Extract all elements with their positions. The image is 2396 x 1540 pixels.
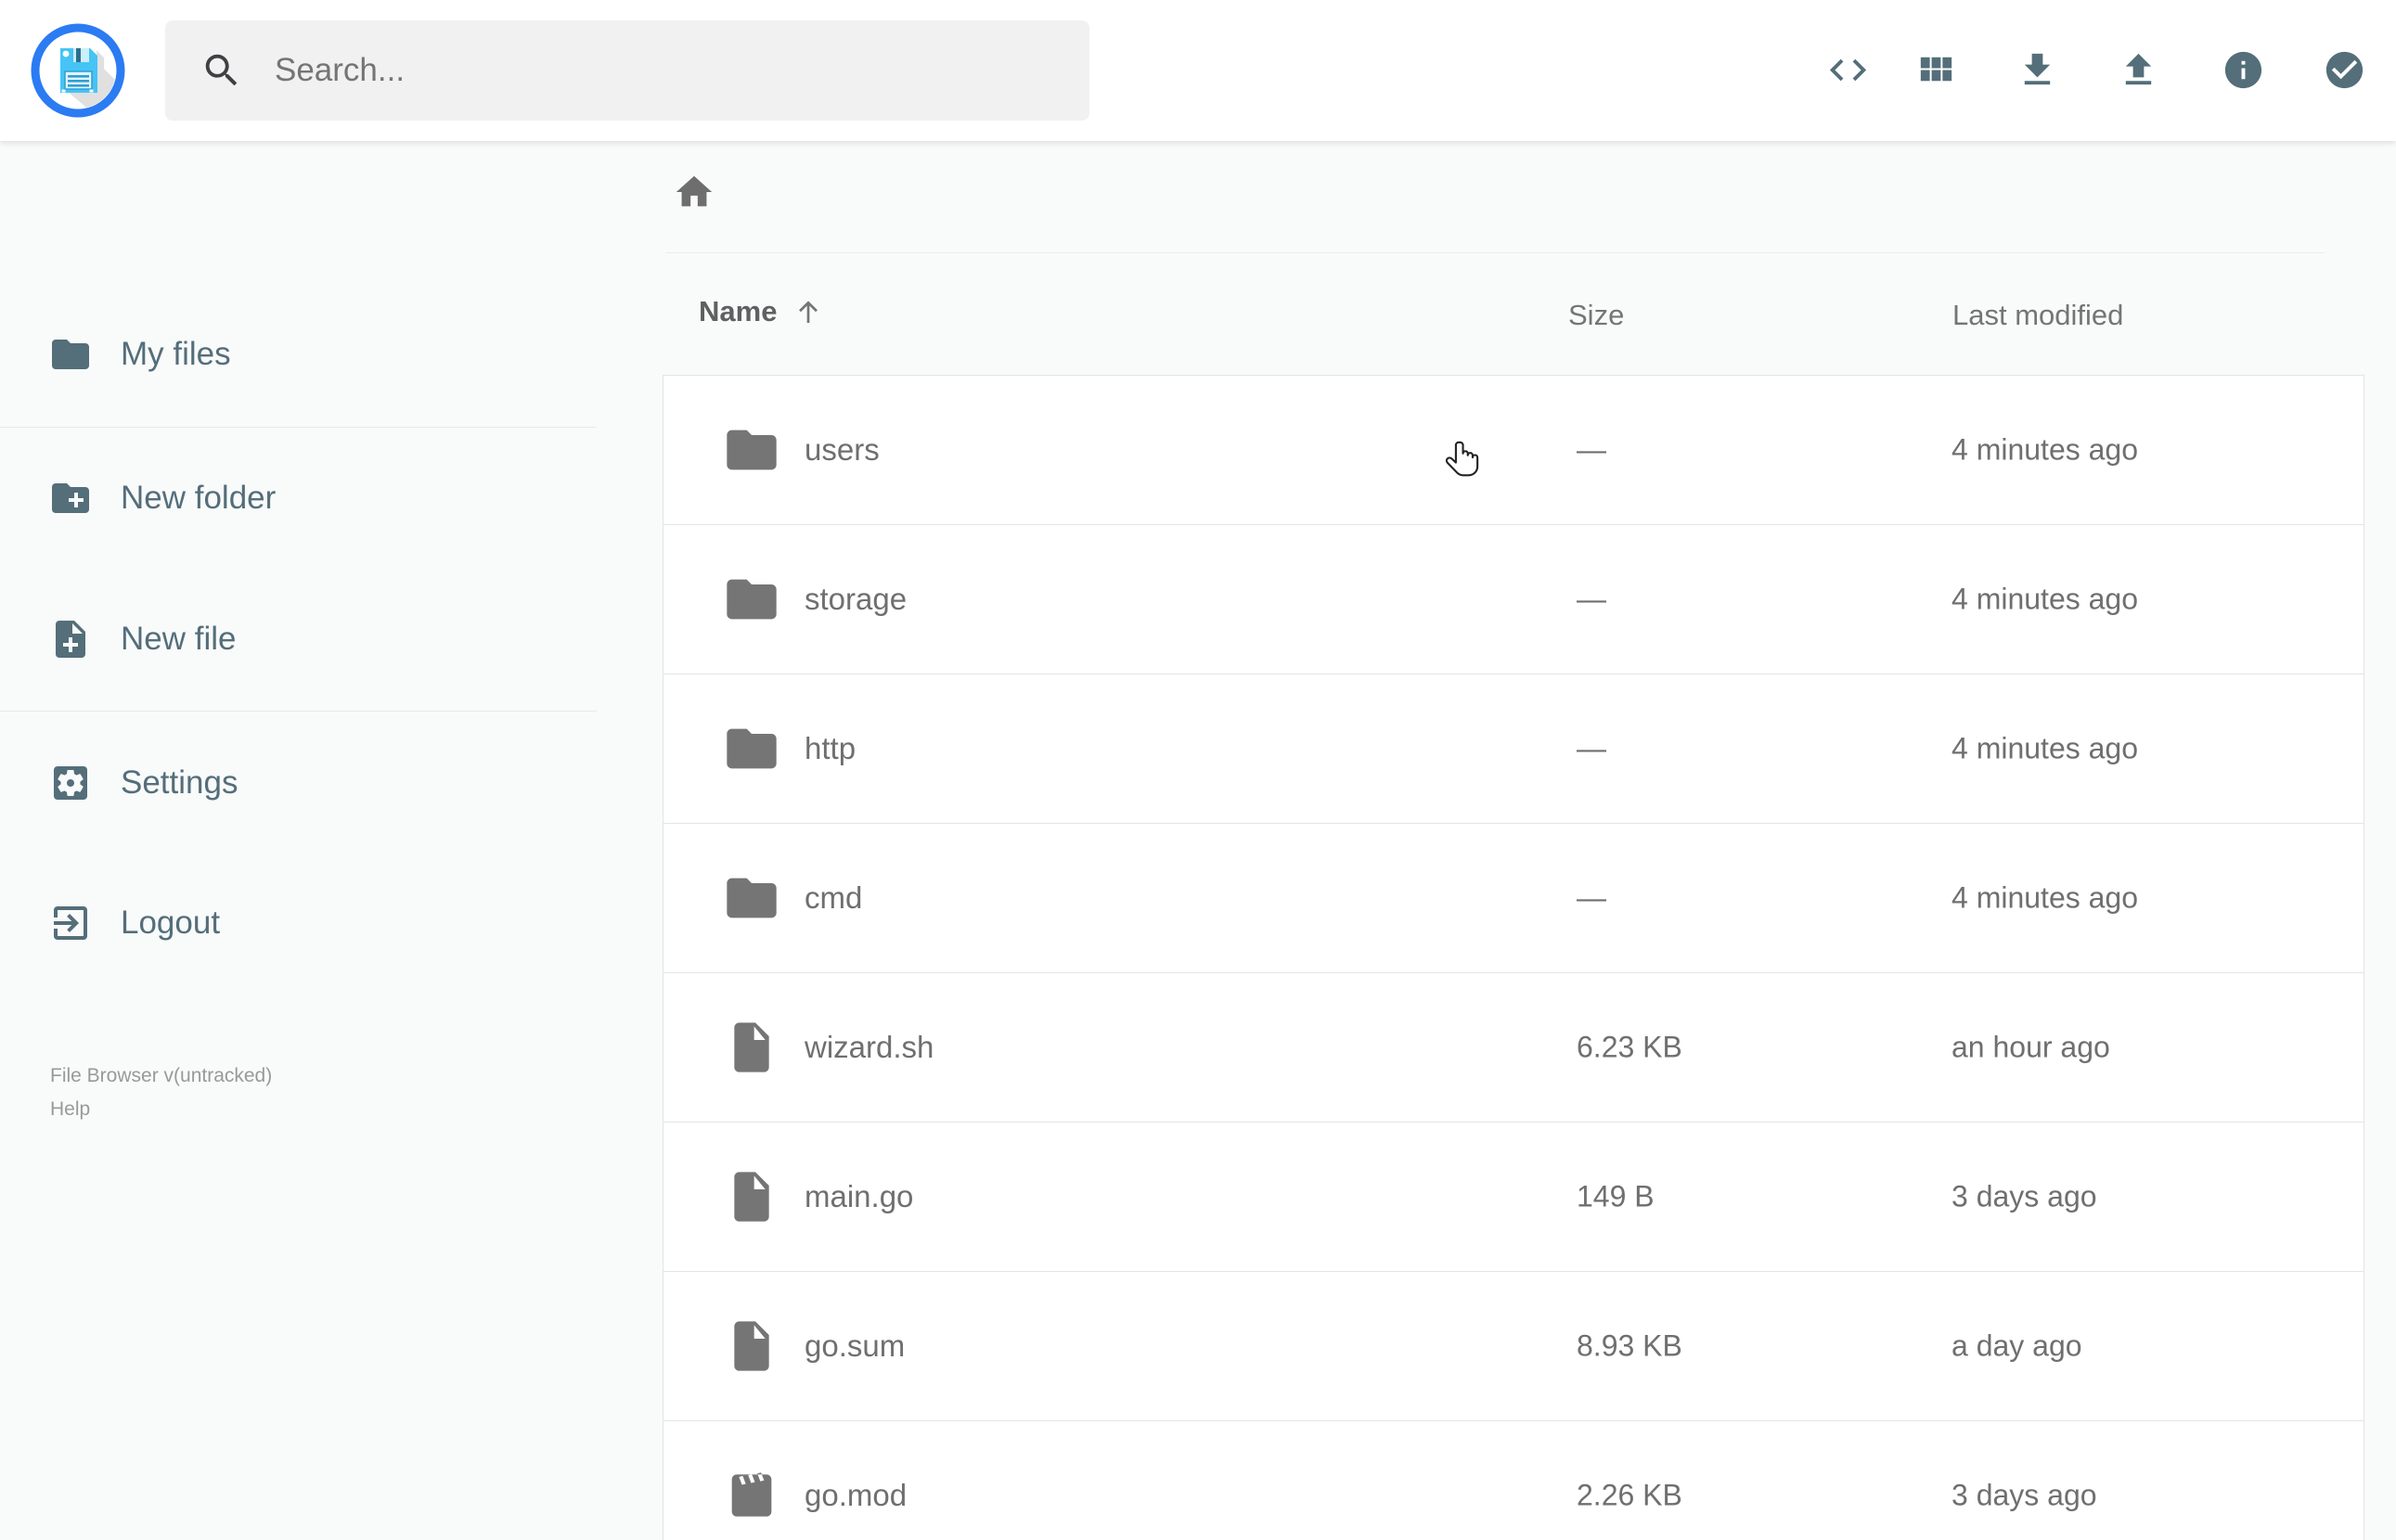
sidebar-item-new-file[interactable]: New file <box>0 610 597 668</box>
file-row-wizard.sh[interactable]: wizard.sh 6.23 KB an hour ago <box>663 972 2364 1123</box>
file-modified: 3 days ago <box>1952 1478 2097 1512</box>
settings-icon <box>48 761 93 805</box>
folder-icon <box>48 332 93 377</box>
file-modified: 3 days ago <box>1952 1179 2097 1213</box>
file-modified: 4 minutes ago <box>1952 731 2139 765</box>
sidebar: My files New folder New file Settings Lo… <box>0 141 597 1540</box>
file-name: storage <box>805 582 908 616</box>
file-size: 6.23 KB <box>1577 1030 1682 1064</box>
sidebar-item-settings[interactable]: Settings <box>0 754 597 812</box>
folder-row-users[interactable]: users — 4 minutes ago <box>663 375 2364 525</box>
search-icon <box>200 49 243 92</box>
sidebar-item-new-folder[interactable]: New folder <box>0 469 597 527</box>
search-placeholder: Search... <box>275 52 406 88</box>
download-button[interactable] <box>2011 44 2063 96</box>
new-file-icon <box>48 617 93 661</box>
sidebar-item-label: Settings <box>121 764 238 801</box>
file-name: main.go <box>805 1179 914 1213</box>
file-size: — <box>1577 880 1606 915</box>
file-row-main.go[interactable]: main.go 149 B 3 days ago <box>663 1122 2364 1272</box>
folder-row-http[interactable]: http — 4 minutes ago <box>663 674 2364 824</box>
file-name: users <box>805 432 880 467</box>
sidebar-item-label: New folder <box>121 480 277 516</box>
view-code-button[interactable] <box>1822 44 1874 96</box>
file-size: — <box>1577 432 1606 467</box>
folder-icon <box>722 570 781 629</box>
upload-button[interactable] <box>2112 44 2164 96</box>
view-grid-button[interactable] <box>1909 44 1961 96</box>
new-folder-icon <box>48 476 93 520</box>
file-listing-area: Name Size Last modified users — 4 minute… <box>597 141 2396 1540</box>
file-icon <box>722 1167 781 1226</box>
logout-icon <box>48 901 93 945</box>
grid-view-icon <box>1913 48 1957 92</box>
file-name: cmd <box>805 880 863 915</box>
app-version: File Browser v(untracked) <box>50 1065 273 1086</box>
sidebar-item-my-files[interactable]: My files <box>0 326 597 383</box>
file-size: 8.93 KB <box>1577 1328 1682 1363</box>
folder-icon <box>722 719 781 778</box>
column-header-size[interactable]: Size <box>1568 299 1625 331</box>
file-size: — <box>1577 582 1606 616</box>
file-modified: 4 minutes ago <box>1952 432 2139 467</box>
download-icon <box>2016 48 2059 92</box>
sidebar-item-label: My files <box>121 336 231 372</box>
file-row-go.sum[interactable]: go.sum 8.93 KB a day ago <box>663 1271 2364 1421</box>
file-browser-logo-icon[interactable] <box>30 22 126 119</box>
file-size: 149 B <box>1577 1179 1655 1213</box>
file-name: go.sum <box>805 1328 906 1363</box>
sidebar-footer: File Browser v(untracked) Help <box>50 1059 272 1126</box>
column-header-name[interactable]: Name <box>699 295 825 328</box>
file-list: users — 4 minutes ago storage — 4 minute… <box>663 141 2364 1540</box>
file-name: go.mod <box>805 1478 908 1512</box>
top-header: Search... <box>0 0 2396 141</box>
help-link[interactable]: Help <box>50 1098 91 1120</box>
file-size: — <box>1577 731 1606 765</box>
info-button[interactable] <box>2217 44 2269 96</box>
folder-row-storage[interactable]: storage — 4 minutes ago <box>663 524 2364 674</box>
file-name: http <box>805 731 857 765</box>
code-icon <box>1826 48 1870 92</box>
search-input[interactable]: Search... <box>165 20 1089 121</box>
check-circle-icon <box>2323 48 2366 92</box>
breadcrumb-divider <box>665 252 2325 253</box>
info-icon <box>2222 48 2265 92</box>
upload-icon <box>2117 48 2160 92</box>
file-size: 2.26 KB <box>1577 1478 1682 1512</box>
sidebar-divider <box>0 427 597 428</box>
file-modified: an hour ago <box>1952 1030 2110 1064</box>
sidebar-item-logout[interactable]: Logout <box>0 894 597 952</box>
file-row-go.mod[interactable]: go.mod 2.26 KB 3 days ago <box>663 1420 2364 1540</box>
sidebar-item-label: New file <box>121 621 237 657</box>
folder-icon <box>722 868 781 928</box>
file-modified: a day ago <box>1952 1328 2082 1363</box>
file-name: wizard.sh <box>805 1030 934 1064</box>
column-header-modified[interactable]: Last modified <box>1952 299 2124 331</box>
sidebar-divider <box>0 711 597 712</box>
sidebar-item-label: Logout <box>121 905 221 941</box>
file-icon <box>722 1018 781 1077</box>
file-modified: 4 minutes ago <box>1952 880 2139 915</box>
listing-column-headers: Name Size Last modified <box>597 295 2396 338</box>
select-multiple-button[interactable] <box>2318 44 2370 96</box>
clapper-file-icon <box>722 1466 781 1525</box>
file-icon <box>722 1316 781 1376</box>
folder-icon <box>722 420 781 480</box>
folder-row-cmd[interactable]: cmd — 4 minutes ago <box>663 823 2364 973</box>
file-modified: 4 minutes ago <box>1952 582 2139 616</box>
